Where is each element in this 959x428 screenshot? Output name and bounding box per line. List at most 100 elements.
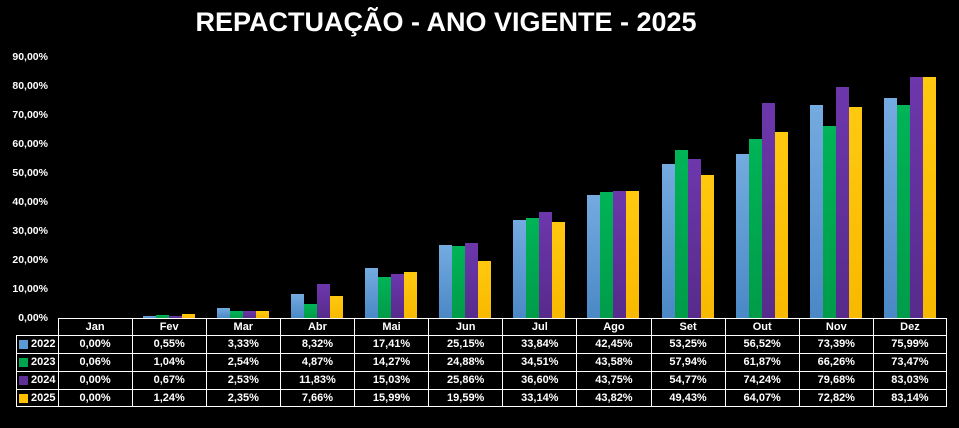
bar-2023-Mai	[378, 276, 392, 318]
legend-swatch-2023	[19, 357, 28, 367]
bar-2025-Mar	[255, 311, 269, 318]
y-axis-tick-label: 60,00%	[12, 137, 48, 150]
value-2024-Jun: 25,86%	[428, 370, 503, 390]
data-table: Jan Fev Mar Abr Mai Jun Jul Ago Set Out Nov Dez 2022…	[16, 318, 947, 408]
bar-2025-Set	[700, 174, 714, 318]
value-2022-Ago: 42,45%	[576, 334, 651, 353]
month-header-Dez: Dez	[872, 318, 947, 335]
value-2025-Set: 49,43%	[650, 389, 725, 408]
value-2025-Jun: 19,59%	[428, 389, 503, 408]
legend-swatch-2022	[19, 339, 28, 349]
y-axis-tick-label: 50,00%	[12, 166, 48, 179]
value-2024-Ago: 43,75%	[576, 370, 651, 390]
bar-2023-Abr	[303, 303, 317, 318]
bar-2022-Out	[735, 154, 749, 318]
bar-2024-Abr	[316, 283, 330, 318]
value-2024-Mai: 15,03%	[354, 370, 429, 390]
value-2025-Fev: 1,24%	[131, 389, 206, 408]
value-2023-Mar: 2,54%	[205, 352, 280, 371]
value-2022-Jan: 0,00%	[57, 334, 132, 353]
bar-2023-Jun	[452, 245, 466, 318]
y-axis-tick-label: 70,00%	[12, 108, 48, 121]
value-2024-Set: 54,77%	[650, 370, 725, 390]
value-2023-Ago: 43,58%	[576, 352, 651, 371]
value-2022-Abr: 8,32%	[279, 334, 354, 353]
value-2022-Mar: 3,33%	[205, 334, 280, 353]
value-2024-Jul: 36,60%	[502, 370, 577, 390]
legend-cell-2025: 2025	[16, 389, 58, 408]
month-header-Nov: Nov	[798, 318, 873, 335]
bar-2022-Jun	[439, 245, 453, 318]
bar-2025-Out	[774, 132, 788, 318]
y-axis-tick-label: 0,00%	[18, 311, 48, 324]
bar-2025-Abr	[329, 295, 343, 318]
bar-2025-Mai	[404, 271, 418, 318]
month-header-Jul: Jul	[502, 318, 577, 335]
bar-2023-Ago	[600, 191, 614, 318]
value-2022-Set: 53,25%	[650, 334, 725, 353]
legend-cell-2024: 2024	[16, 370, 58, 390]
bar-2024-Nov	[835, 86, 849, 318]
bar-2024-Mar	[242, 310, 256, 318]
legend-swatch-2025	[19, 393, 28, 403]
value-2022-Jun: 25,15%	[428, 334, 503, 353]
month-header-Jun: Jun	[428, 318, 503, 335]
y-axis-tick-label: 80,00%	[12, 79, 48, 92]
bar-2022-Set	[661, 163, 675, 318]
bar-2024-Out	[761, 102, 775, 318]
bar-2022-Ago	[587, 194, 601, 318]
value-2025-Jul: 33,14%	[502, 389, 577, 408]
value-2022-Dez: 75,99%	[872, 334, 947, 353]
value-2025-Abr: 7,66%	[279, 389, 354, 408]
bar-2025-Nov	[848, 106, 862, 318]
value-2022-Jul: 33,84%	[502, 334, 577, 353]
value-2024-Abr: 11,83%	[279, 370, 354, 390]
value-2025-Ago: 43,82%	[576, 389, 651, 408]
bar-2023-Set	[674, 149, 688, 318]
value-2023-Set: 57,94%	[650, 352, 725, 371]
month-header-Abr: Abr	[279, 318, 354, 335]
month-header-Set: Set	[650, 318, 725, 335]
value-2024-Fev: 0,67%	[131, 370, 206, 390]
value-2023-Abr: 4,87%	[279, 352, 354, 371]
bar-2022-Dez	[883, 97, 897, 318]
chart-title: REPACTUAÇÃO - ANO VIGENTE - 2025	[195, 7, 697, 37]
bar-2023-Fev	[155, 314, 169, 318]
bar-2024-Set	[687, 159, 701, 318]
value-2025-Out: 64,07%	[724, 389, 799, 408]
legend-label-2024: 2024	[31, 374, 56, 387]
bar-2024-Jun	[465, 243, 479, 318]
month-header-Jan: Jan	[57, 318, 132, 335]
value-2025-Nov: 72,82%	[798, 389, 873, 408]
bar-2025-Ago	[626, 190, 640, 318]
value-2023-Mai: 14,27%	[354, 352, 429, 371]
y-axis-tick-label: 10,00%	[12, 282, 48, 295]
y-axis-tick-label: 20,00%	[12, 253, 48, 266]
bar-2022-Jul	[513, 219, 527, 318]
month-header-Ago: Ago	[576, 318, 651, 335]
month-header-Mar: Mar	[205, 318, 280, 335]
month-header-Fev: Fev	[131, 318, 206, 335]
bar-2023-Out	[748, 138, 762, 318]
value-2023-Jul: 34,51%	[502, 352, 577, 371]
legend-label-2025: 2025	[31, 392, 56, 405]
bar-2024-Jul	[539, 211, 553, 318]
bar-2025-Fev	[181, 314, 195, 318]
value-2024-Mar: 2,53%	[205, 370, 280, 390]
legend-cell-2022: 2022	[16, 334, 58, 353]
value-2022-Nov: 73,39%	[798, 334, 873, 353]
bar-2025-Dez	[922, 76, 936, 318]
table-corner-cell	[16, 318, 58, 335]
bar-2023-Dez	[896, 104, 910, 318]
legend-label-2022: 2022	[31, 338, 56, 351]
bar-2022-Fev	[142, 316, 156, 318]
value-2022-Fev: 0,55%	[131, 334, 206, 353]
value-2025-Dez: 83,14%	[872, 389, 947, 408]
value-2024-Dez: 83,03%	[872, 370, 947, 390]
month-header-Mai: Mai	[354, 318, 429, 335]
bar-2024-Dez	[909, 77, 923, 318]
bar-2023-Nov	[822, 125, 836, 318]
value-2023-Jun: 24,88%	[428, 352, 503, 371]
legend-swatch-2024	[19, 375, 28, 385]
